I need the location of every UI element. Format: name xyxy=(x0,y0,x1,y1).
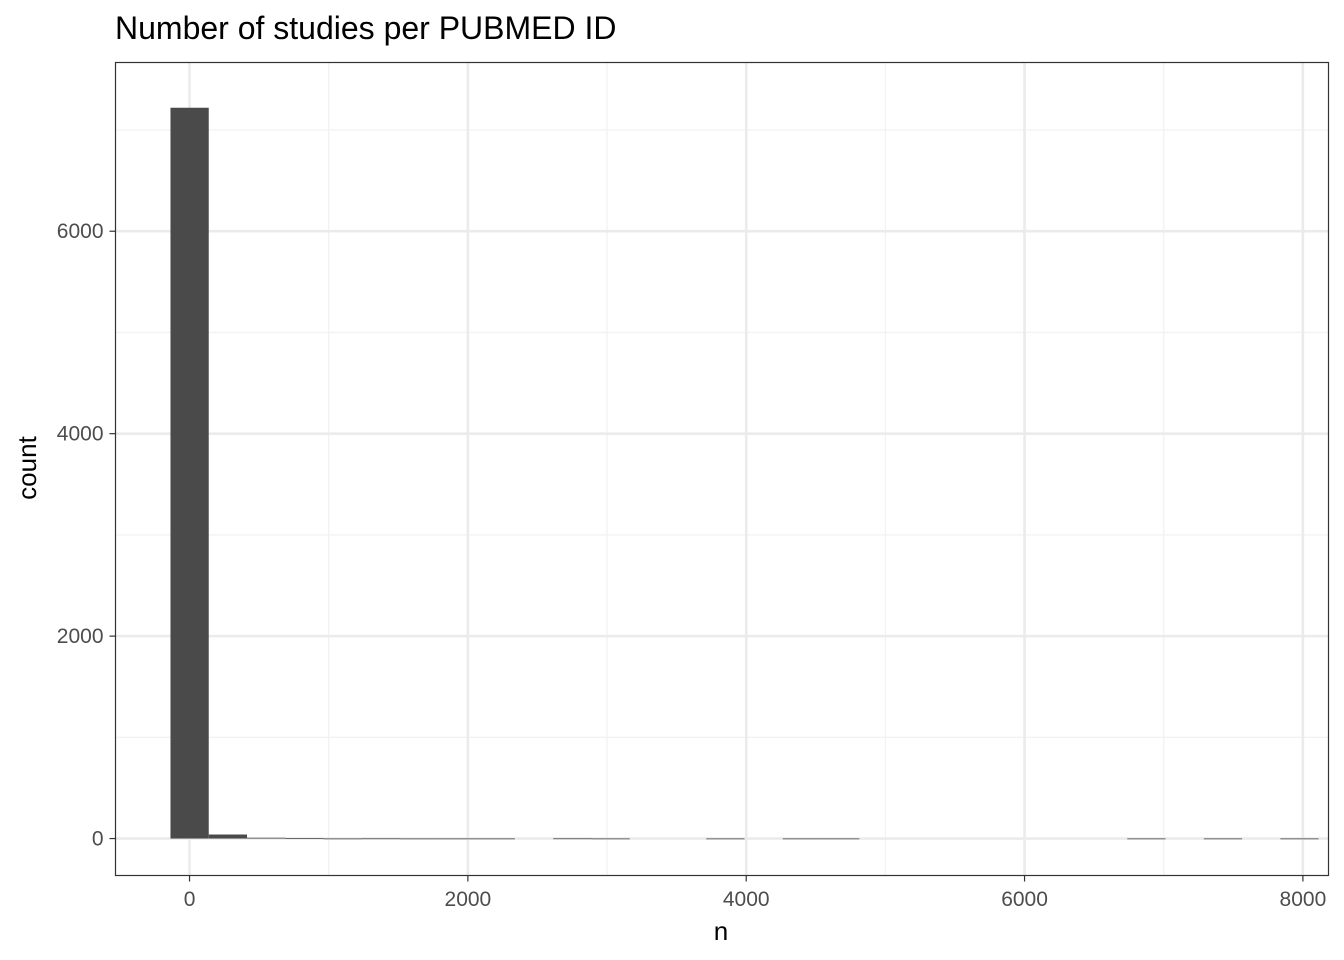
histogram-bar xyxy=(438,838,477,840)
y-axis-ticks: 0 2000 4000 6000 xyxy=(57,220,116,851)
y-tick-label: 0 xyxy=(92,828,104,851)
histogram-bar xyxy=(1280,838,1319,840)
histogram-bar xyxy=(400,838,439,840)
y-axis-title: count xyxy=(12,435,42,499)
major-gridlines xyxy=(115,62,1329,876)
x-tick-label: 0 xyxy=(184,888,196,911)
chart-title: Number of studies per PUBMED ID xyxy=(115,10,617,46)
x-axis-title: n xyxy=(714,916,728,946)
histogram-bar xyxy=(170,107,209,839)
histogram-bar xyxy=(1127,838,1166,840)
y-tick-label: 2000 xyxy=(57,625,104,648)
histogram-bar xyxy=(553,838,592,840)
panel-border xyxy=(114,61,1330,877)
x-tick-label: 8000 xyxy=(1280,888,1327,911)
x-axis-ticks: 0 2000 4000 6000 8000 xyxy=(184,875,1327,911)
histogram-bar xyxy=(361,838,401,840)
histogram-bar xyxy=(247,837,286,839)
histogram-bar xyxy=(323,838,362,840)
histogram-bar xyxy=(782,838,822,840)
y-tick-label: 4000 xyxy=(57,423,104,446)
minor-gridlines xyxy=(115,62,1329,876)
histogram-bar xyxy=(1203,838,1243,840)
y-tick-label: 6000 xyxy=(57,220,104,243)
x-tick-label: 4000 xyxy=(723,888,770,911)
histogram-bar xyxy=(706,838,745,840)
histogram-bar xyxy=(208,834,248,839)
histogram-bar xyxy=(591,838,630,840)
histogram-bar xyxy=(476,838,515,840)
histogram-bar xyxy=(821,838,860,840)
histogram-bar xyxy=(285,838,324,839)
x-tick-label: 6000 xyxy=(1001,888,1048,911)
histogram-bars xyxy=(170,107,1319,840)
x-tick-label: 2000 xyxy=(445,888,492,911)
